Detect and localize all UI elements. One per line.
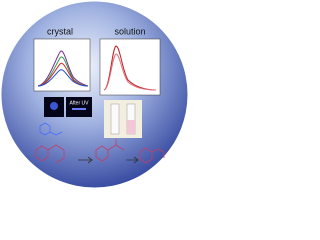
crystal-plot	[33, 38, 91, 92]
uv-photos: After UV	[44, 97, 92, 117]
curve	[103, 45, 157, 91]
after-uv-label: After UV	[70, 100, 90, 106]
curve	[103, 53, 157, 91]
pink-solution	[127, 120, 135, 134]
curve	[37, 50, 89, 87]
arrow	[126, 156, 139, 164]
molecules	[35, 122, 165, 164]
glow	[50, 102, 58, 110]
cuvette	[110, 103, 120, 135]
cuvettes	[104, 100, 142, 138]
solution-label: solution	[114, 26, 145, 36]
molecule	[139, 147, 165, 164]
photo-after	[66, 97, 92, 117]
crystal-molecule	[39, 122, 63, 136]
glow	[72, 108, 86, 110]
plot-frame	[99, 38, 161, 96]
page: {"labels": {"left": "crystal", "right": …	[0, 0, 189, 189]
crystal-label: crystal	[47, 26, 73, 36]
solution-plot	[99, 38, 161, 96]
molecule	[95, 139, 125, 162]
molecule	[35, 144, 65, 164]
graphic: crystal solution After UV	[1, 1, 188, 188]
photo-background	[104, 100, 142, 138]
curve	[37, 69, 89, 87]
arrow	[78, 156, 93, 164]
